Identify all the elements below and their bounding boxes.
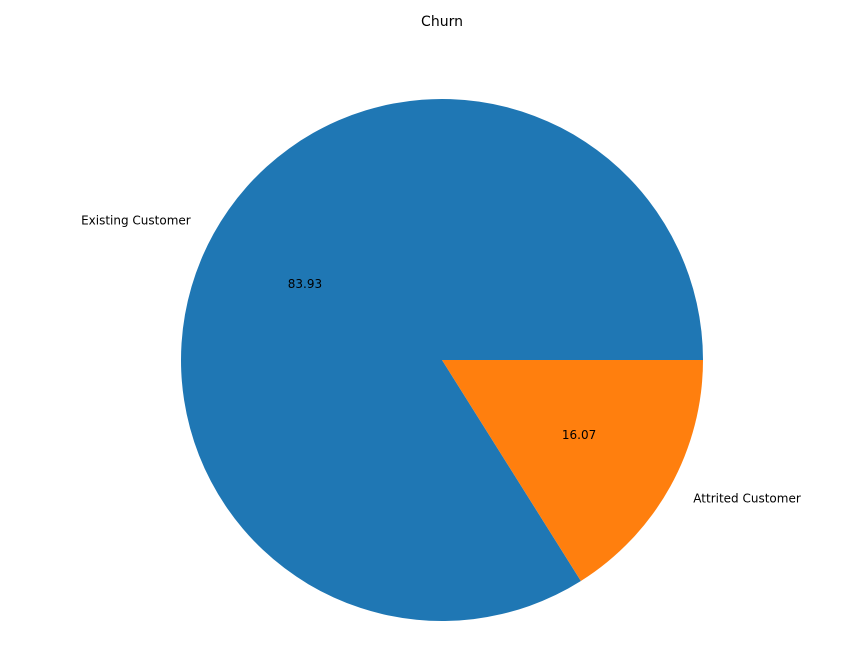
slice-value-attrited-customer: 16.07 xyxy=(562,428,596,442)
pie-slice-attrited-customer xyxy=(442,360,703,581)
pie-slices xyxy=(180,98,704,621)
slice-label-attrited-customer: Attrited Customer xyxy=(693,491,801,505)
chart-title: Churn xyxy=(421,14,463,30)
slice-value-existing-customer: 83.93 xyxy=(288,277,322,291)
pie-labels: Existing Customer 83.93 Attrited Customer 1… xyxy=(81,214,801,506)
slice-label-existing-customer: Existing Customer xyxy=(81,214,191,228)
pie-slice-existing-customer xyxy=(180,98,704,621)
